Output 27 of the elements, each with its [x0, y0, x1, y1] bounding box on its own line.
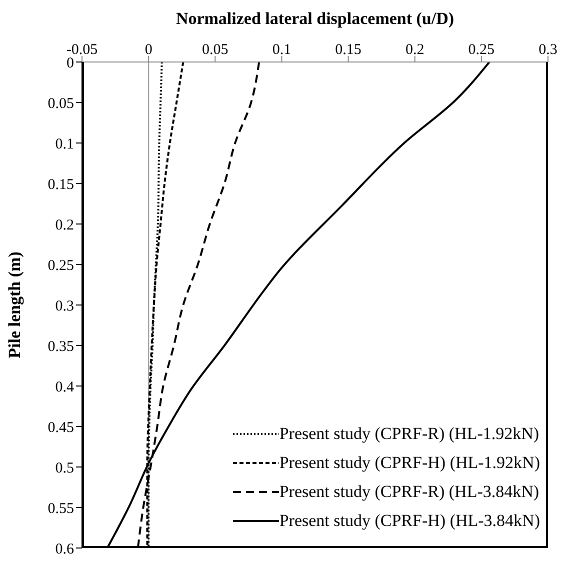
y-tick-label: 0.3: [55, 298, 74, 314]
y-tick-label: 0: [66, 55, 74, 72]
x-tick-label: 0.05: [202, 42, 228, 58]
x-tick-label: 0.3: [538, 42, 558, 58]
x-tick-label: 0.25: [468, 42, 495, 58]
x-tick-label: 0: [144, 42, 152, 58]
legend-label: Present study (CPRF-R) (HL-1.92kN): [279, 424, 540, 444]
y-tick-label: 0.35: [48, 338, 74, 355]
legend-label: Present study (CPRF-H) (HL-3.84kN): [279, 511, 540, 531]
x-tick-label: 0.1: [272, 42, 292, 58]
y-tick-label: 0.4: [55, 379, 74, 396]
x-tick-label: 0.2: [405, 42, 424, 58]
y-tick-label: 0.15: [48, 176, 74, 193]
y-axis-title: Pile length (m): [5, 252, 24, 358]
x-tick-label: 0.15: [335, 42, 362, 58]
legend-label: Present study (CPRF-H) (HL-1.92kN): [279, 453, 540, 473]
y-tick-label: 0.6: [55, 541, 74, 558]
y-tick-label: 0.45: [48, 420, 74, 436]
y-tick-label: 0.05: [48, 96, 74, 112]
y-tick-label: 0.1: [55, 136, 74, 152]
y-tick-label: 0.2: [55, 217, 74, 234]
x-tick-label: -0.05: [66, 42, 98, 58]
legend-label: Present study (CPRF-R) (HL-3.84kN): [279, 482, 540, 502]
y-tick-label: 0.55: [48, 500, 74, 517]
x-axis-title: Normalized lateral displacement (u/D): [176, 9, 454, 28]
y-tick-label: 0.25: [48, 258, 74, 274]
y-tick-label: 0.5: [55, 460, 74, 476]
